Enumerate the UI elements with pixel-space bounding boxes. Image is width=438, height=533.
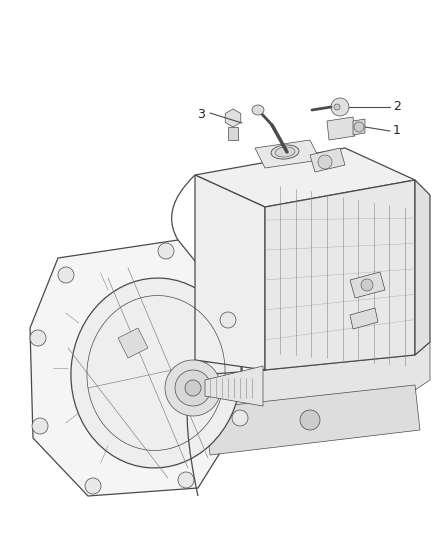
Text: 1: 1 [393,125,401,138]
Polygon shape [327,117,355,140]
Polygon shape [415,180,430,355]
Ellipse shape [71,278,241,468]
Polygon shape [353,119,365,135]
Polygon shape [200,215,270,375]
Circle shape [331,98,349,116]
Polygon shape [350,308,378,329]
Circle shape [85,478,101,494]
Ellipse shape [271,145,299,159]
Circle shape [30,330,46,346]
Circle shape [178,472,194,488]
Polygon shape [195,148,415,207]
Circle shape [58,267,74,283]
Ellipse shape [252,105,264,115]
Circle shape [185,380,201,396]
Text: 2: 2 [393,101,401,114]
Polygon shape [118,328,148,358]
Polygon shape [265,180,415,370]
Circle shape [32,418,48,434]
Polygon shape [205,385,420,455]
Ellipse shape [275,147,295,157]
Circle shape [158,243,174,259]
Circle shape [175,370,211,406]
Circle shape [300,410,320,430]
Polygon shape [205,366,263,406]
Circle shape [220,312,236,328]
Circle shape [232,410,248,426]
Circle shape [165,360,221,416]
Circle shape [361,279,373,291]
Polygon shape [225,109,241,127]
Polygon shape [228,127,238,140]
Polygon shape [310,148,345,172]
Polygon shape [30,240,248,496]
Polygon shape [255,140,320,168]
Polygon shape [200,342,430,410]
Circle shape [334,104,340,110]
Text: 3: 3 [197,108,205,120]
Circle shape [318,155,332,169]
Circle shape [354,122,364,132]
Polygon shape [195,175,265,370]
Polygon shape [350,272,385,298]
